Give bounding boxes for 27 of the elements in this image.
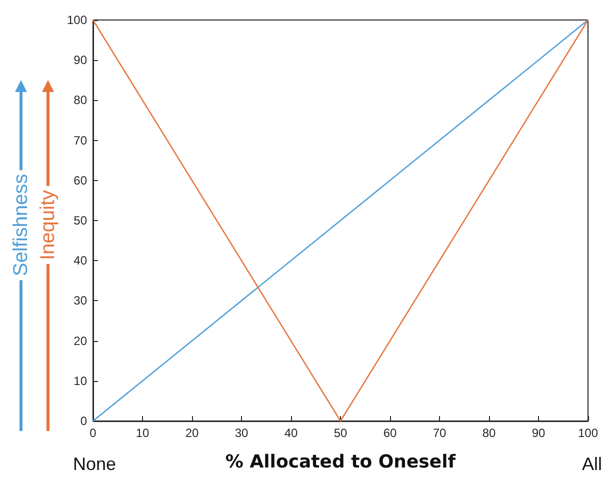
y-tick-label: 90 (74, 53, 88, 68)
y-tick-label: 0 (80, 414, 88, 428)
y-tick-label: 10 (74, 374, 88, 388)
y-tick-label: 60 (74, 173, 88, 188)
y-tick-label: 100 (66, 13, 88, 27)
x-tick-label: 90 (532, 426, 546, 440)
x-tick-label: 30 (234, 426, 248, 440)
text: All (582, 454, 602, 475)
x-tick-label: 70 (432, 426, 446, 440)
x-tick-label: 40 (284, 426, 298, 440)
x-tick-label: 60 (383, 426, 397, 440)
x-tick-label: 0 (90, 426, 97, 440)
y-tick-label: 30 (74, 294, 88, 308)
x-tick-label: 10 (136, 426, 150, 440)
x-tick-label: 20 (185, 426, 199, 440)
text: Inequity (37, 186, 60, 264)
x-axis-title: % Allocated to Oneself (225, 452, 456, 472)
x-tick-label: 100 (578, 426, 598, 440)
y-tick-label: 20 (74, 334, 88, 348)
y-tick-label: 50 (74, 214, 88, 228)
text: None (73, 454, 116, 475)
y-tick-label: 40 (74, 254, 88, 268)
x-tick-label: 50 (334, 426, 348, 440)
x-tick-label: 80 (482, 426, 496, 440)
y-tick-label: 80 (74, 93, 88, 108)
y-tick-label: 70 (74, 133, 88, 148)
text: Selfishness (10, 170, 32, 280)
